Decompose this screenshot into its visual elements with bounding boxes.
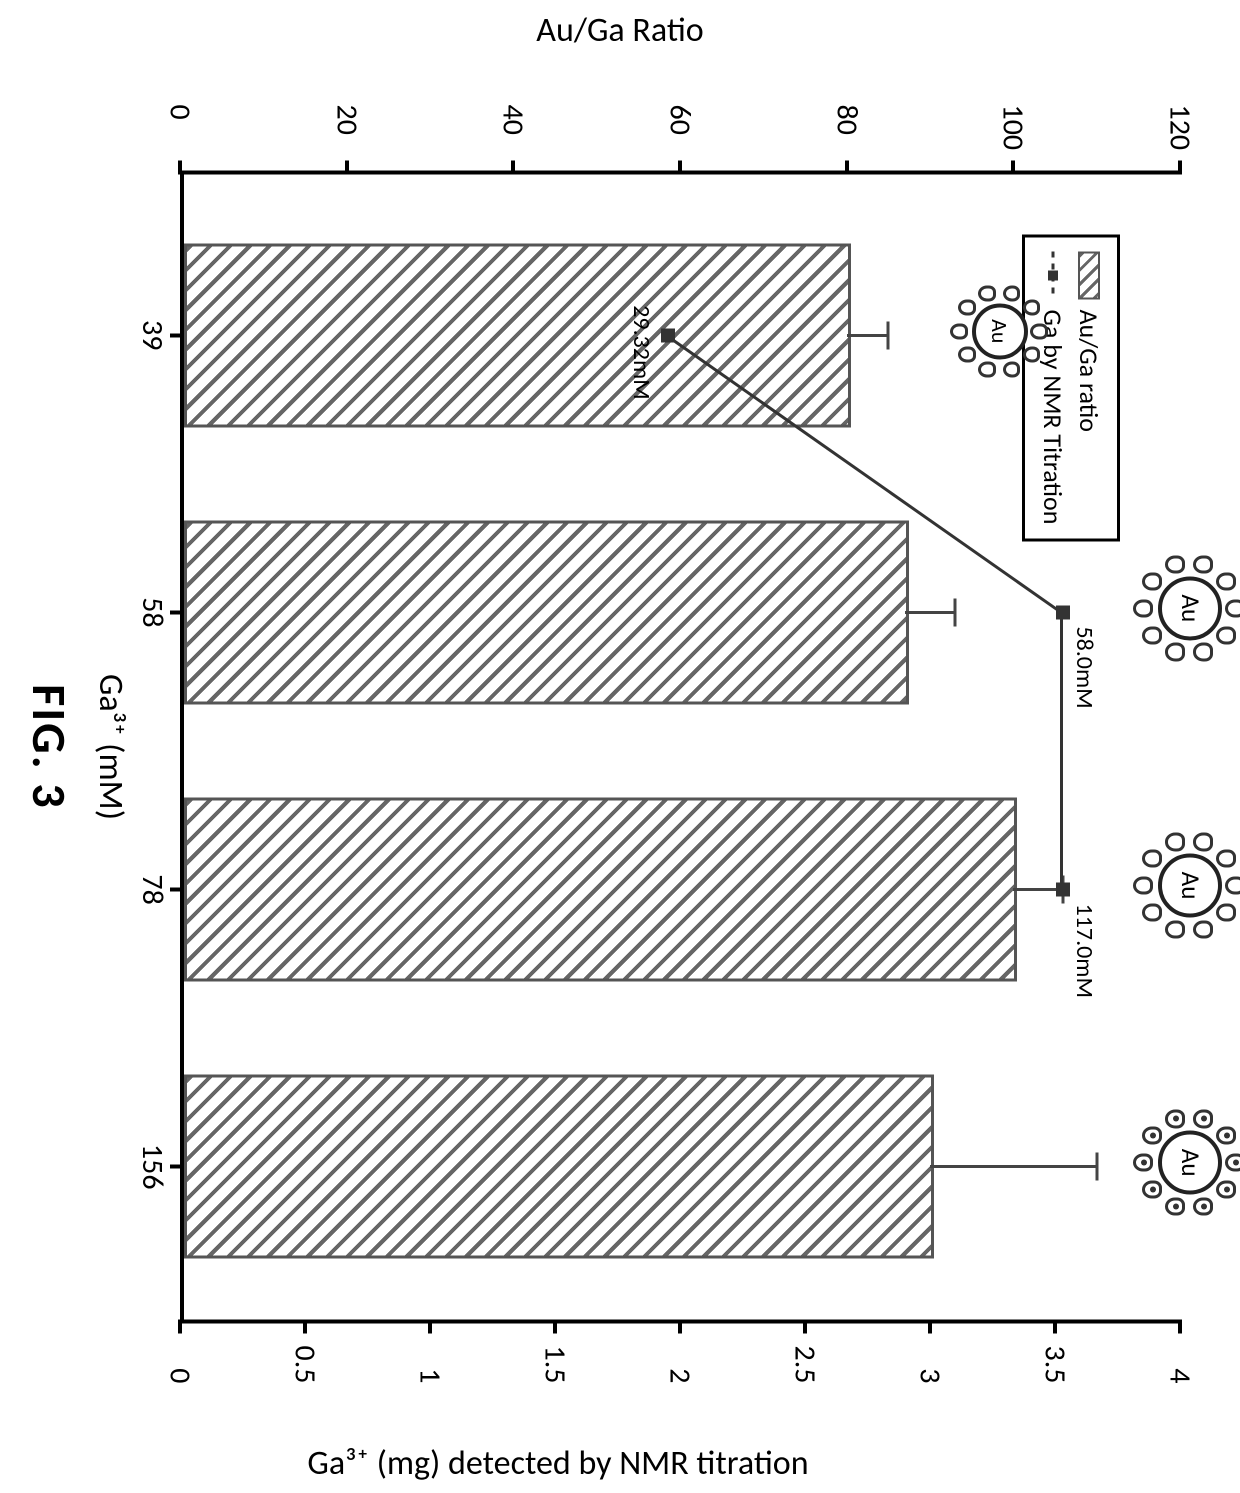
line-point-label: 117.0mM (1070, 903, 1099, 997)
left-tick-label: 60 (662, 104, 699, 134)
nanoparticle-icon: Au (1133, 828, 1240, 943)
right-tick-label: 3 (912, 1368, 949, 1383)
nanoparticle-icon: Au (1133, 1105, 1240, 1220)
figure-label: FIG. 3 (20, 684, 79, 809)
right-tick-label: 3.5 (1037, 1345, 1074, 1383)
y-axis-left-label: Au/Ga Ratio (536, 10, 703, 51)
chart: FIG. 3 Ga³⁺ (mM) Au/Ga Ratio Ga³⁺ (mg) d… (0, 0, 1240, 1493)
x-tick-label: 58 (134, 597, 171, 627)
left-tick-label: 80 (828, 104, 865, 134)
y-axis-right-label: Ga³⁺ (mg) detected by NMR titration (307, 1443, 808, 1484)
nanoparticle-icon: Au (1133, 550, 1240, 665)
right-tick-label: 4 (1162, 1368, 1199, 1383)
bar (184, 1074, 934, 1258)
x-tick-label: 156 (134, 1143, 171, 1189)
right-tick-label: 2 (662, 1368, 699, 1383)
left-tick-label: 0 (162, 104, 199, 119)
line-point (661, 328, 675, 342)
nanoparticle-icon: Au (950, 281, 1050, 381)
line-point (1056, 882, 1070, 896)
line-point-label: 29.32mM (627, 305, 656, 399)
right-tick-label: 0 (162, 1368, 199, 1383)
line-point (1056, 605, 1070, 619)
bar (184, 797, 1017, 981)
right-tick-label: 1.5 (537, 1345, 574, 1383)
line-point-label: 58.0mM (1070, 626, 1099, 708)
bar (184, 243, 851, 427)
right-tick-label: 1 (412, 1368, 449, 1383)
x-tick-label: 39 (134, 320, 171, 350)
legend: Au/Ga ratioGa by NMR Titration (1022, 234, 1120, 541)
left-tick-label: 100 (995, 104, 1032, 150)
left-tick-label: 120 (1162, 104, 1199, 150)
right-tick-label: 2.5 (787, 1345, 824, 1383)
x-axis-label: Ga³⁺ (mM) (90, 673, 131, 819)
x-tick-label: 78 (134, 874, 171, 904)
left-tick-label: 40 (495, 104, 532, 134)
bar (184, 520, 909, 704)
legend-swatch (1078, 251, 1100, 299)
legend-label: Au/Ga ratio (1073, 309, 1105, 431)
right-tick-label: 0.5 (287, 1345, 324, 1383)
left-tick-label: 20 (328, 104, 365, 134)
